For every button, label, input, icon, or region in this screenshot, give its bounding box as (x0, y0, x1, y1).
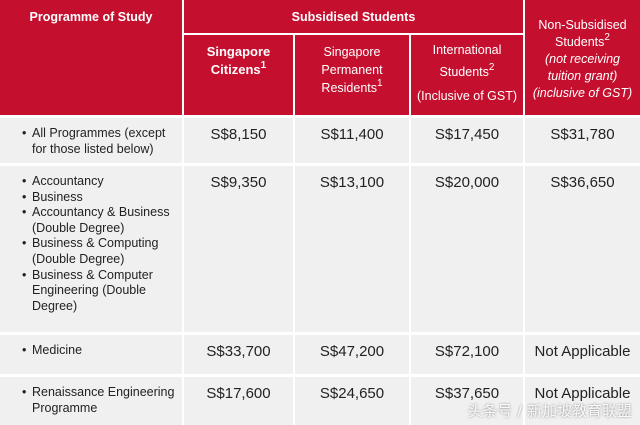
programme-list: All Programmes (except for those listed … (0, 118, 182, 157)
list-item: Medicine (22, 343, 182, 359)
header-subsidised-label: Subsidised Students (291, 10, 416, 24)
list-item: Business & Computer Engineering (Double … (22, 268, 182, 315)
watermark: 头条号 / 新加坡教育联盟 (467, 402, 632, 420)
programme-list: Renaissance Engineering Programme (0, 377, 182, 416)
table-cell-pr: S$47,200 (295, 335, 409, 374)
text: Singapore (206, 44, 271, 59)
footnote: 1 (377, 78, 383, 89)
text: (inclusive of GST) (532, 86, 633, 100)
text: (Inclusive of GST) (416, 89, 518, 103)
table-cell-pr: S$11,400 (295, 118, 409, 163)
footnote: 2 (604, 32, 610, 43)
header-citizens: Singapore Citizens1 (184, 35, 293, 115)
text: Permanent (321, 63, 383, 77)
text: Singapore (323, 45, 381, 59)
table-cell-intl: S$37,650 (411, 377, 523, 425)
text: International (432, 43, 502, 57)
table-cell-intl: S$20,000 (411, 166, 523, 332)
header-pr: Singapore Permanent Residents1 (295, 35, 409, 115)
text: Residents (321, 81, 378, 95)
table-cell-pr: S$24,650 (295, 377, 409, 425)
list-item: All Programmes (except for those listed … (22, 126, 182, 157)
programme-list: Medicine (0, 335, 182, 359)
table-cell-programmes: Medicine (0, 335, 182, 374)
table-cell-nonsub: Not Applicable (525, 377, 640, 425)
programme-list: AccountancyBusinessAccountancy & Busines… (0, 166, 182, 314)
table-cell-citizens: S$8,150 (184, 118, 293, 163)
list-item: Accountancy & Business (Double Degree) (22, 205, 182, 236)
header-non-subsidised: Non-Subsidised Students2 (not receiving … (525, 0, 640, 115)
table-cell-nonsub: S$36,650 (525, 166, 640, 332)
header-subsidised: Subsidised Students (184, 0, 523, 33)
header-programme-label: Programme of Study (29, 10, 153, 24)
text: Students (439, 65, 489, 79)
header-international: International Students2 (Inclusive of GS… (411, 35, 523, 115)
footnote: 1 (260, 60, 267, 71)
table-cell-programmes: All Programmes (except for those listed … (0, 118, 182, 163)
table-cell-citizens: S$17,600 (184, 377, 293, 425)
table-cell-nonsub: S$31,780 (525, 118, 640, 163)
list-item: Renaissance Engineering Programme (22, 385, 182, 416)
list-item: Business & Computing (Double Degree) (22, 236, 182, 267)
table-cell-programmes: Renaissance Engineering Programme (0, 377, 182, 425)
table-cell-citizens: S$9,350 (184, 166, 293, 332)
table-cell-intl: S$72,100 (411, 335, 523, 374)
text: Citizens (210, 62, 261, 77)
text: tuition grant) (547, 69, 618, 83)
list-item: Accountancy (22, 174, 182, 190)
table-cell-intl: S$17,450 (411, 118, 523, 163)
text: (not receiving (544, 52, 621, 66)
table-cell-programmes: AccountancyBusinessAccountancy & Busines… (0, 166, 182, 332)
list-item: Business (22, 190, 182, 206)
table-cell-nonsub: Not Applicable (525, 335, 640, 374)
text: Non-Subsidised (538, 18, 627, 32)
footnote: 2 (488, 62, 495, 73)
text: Students (555, 35, 605, 49)
header-programme: Programme of Study (0, 0, 182, 115)
table-cell-citizens: S$33,700 (184, 335, 293, 374)
table-cell-pr: S$13,100 (295, 166, 409, 332)
